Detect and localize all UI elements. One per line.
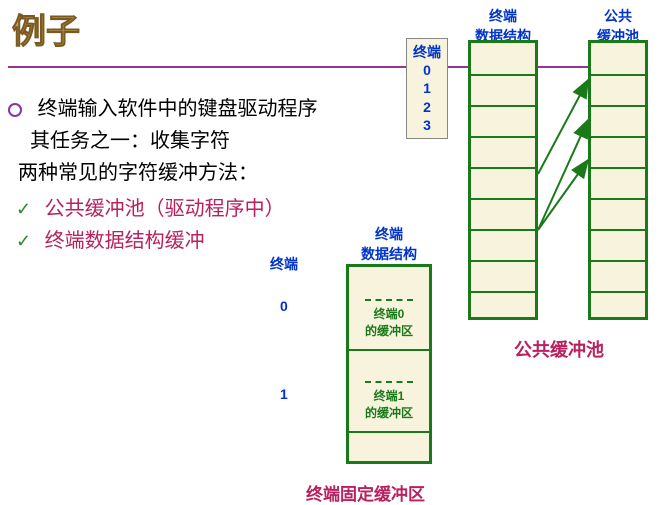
bottom-num0: 0	[280, 298, 288, 314]
buf0-l2: 的缓冲区	[349, 322, 429, 339]
term-num: 3	[413, 116, 441, 134]
buf1-l2: 的缓冲区	[349, 404, 429, 421]
bullet-sub2: 两种常见的字符缓冲方法：	[18, 156, 258, 185]
bottom-ladder-title: 终端 数据结构	[342, 224, 436, 264]
check2-text: 终端数据结构缓冲	[45, 230, 205, 252]
buf1-l1: 终端1	[349, 387, 429, 404]
top-terminal-label: 终端	[413, 43, 441, 61]
bullet-check2: ✓ 终端数据结构缓冲	[16, 224, 205, 253]
buf0-l1: 终端0	[349, 305, 429, 322]
top-ladder-2	[588, 40, 648, 320]
bottom-term-label: 终端	[270, 254, 298, 274]
term-num: 1	[413, 79, 441, 97]
top-terminal-box: 终端 0 1 2 3	[406, 38, 448, 139]
slide-title: 例子	[12, 4, 80, 53]
term-num: 0	[413, 61, 441, 79]
bullet-main: 终端输入软件中的键盘驱动程序	[8, 92, 318, 121]
bullet-icon	[8, 103, 22, 117]
top-ladder-1	[468, 40, 538, 320]
check-icon: ✓	[16, 231, 31, 251]
check1-text: 公共缓冲池（驱动程序中）	[45, 198, 285, 220]
bullet-sub1: 其任务之一：收集字符	[30, 124, 230, 153]
pool-caption: 公共缓冲池	[514, 336, 604, 362]
bullet-check1: ✓ 公共缓冲池（驱动程序中）	[16, 192, 285, 221]
check-icon: ✓	[16, 199, 31, 219]
term-num: 2	[413, 98, 441, 116]
bullet-main-text: 终端输入软件中的键盘驱动程序	[38, 98, 318, 120]
bottom-num1: 1	[280, 386, 288, 402]
divider	[8, 66, 648, 68]
bottom-ladder: 终端0 的缓冲区 终端1 的缓冲区	[346, 264, 432, 464]
bottom-caption: 终端固定缓冲区	[306, 480, 425, 505]
